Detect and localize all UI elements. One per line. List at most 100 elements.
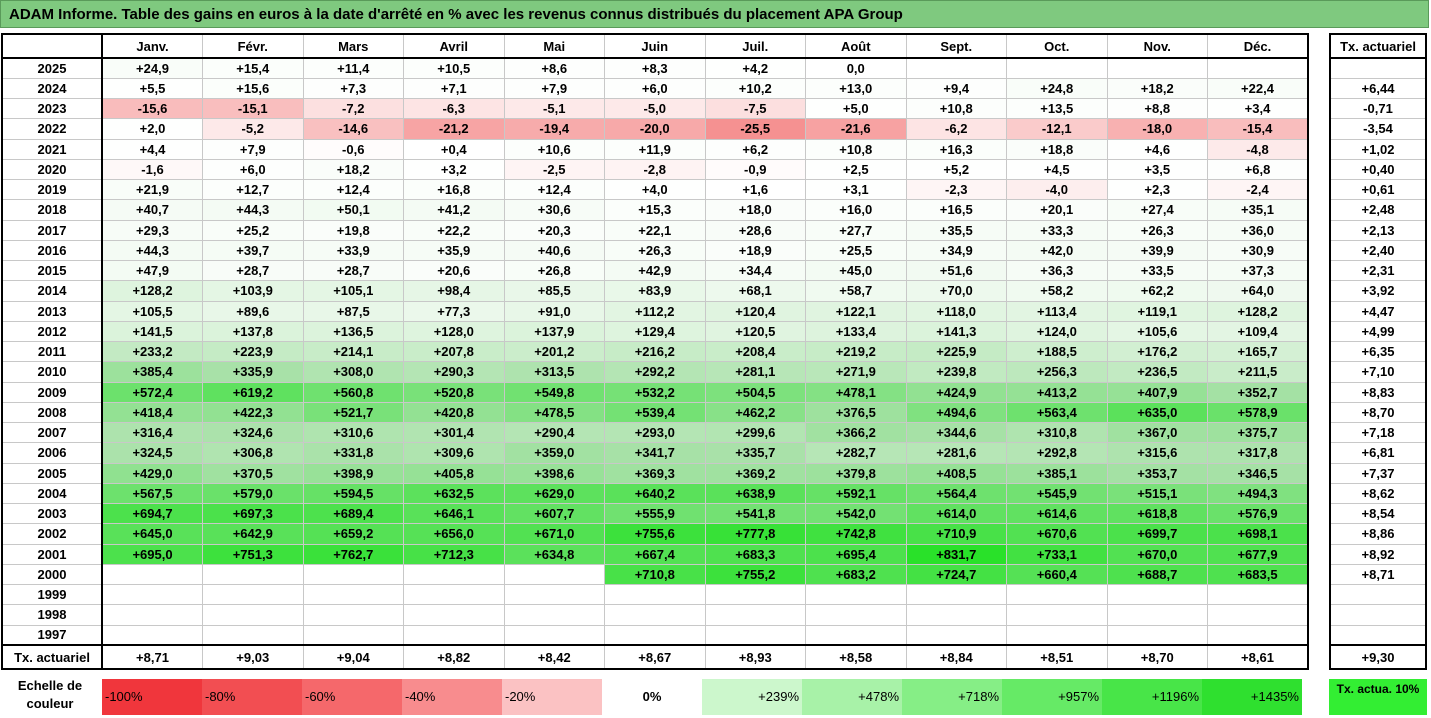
gain-cell (101, 583, 203, 606)
gain-cell: +359,0 (503, 442, 605, 464)
gain-cell: +698,1 (1207, 523, 1309, 545)
gain-cell (202, 563, 304, 586)
gain-cell: +3,4 (1207, 97, 1309, 120)
gain-cell: +614,6 (1006, 502, 1108, 525)
gain-cell: +10,8 (905, 97, 1007, 120)
gain-cell: +18,2 (1106, 77, 1208, 100)
gain-cell: +515,1 (1106, 482, 1208, 505)
gain-cell: +27,4 (1106, 199, 1208, 221)
gain-cell (1006, 57, 1108, 79)
gain-cell: +40,6 (503, 239, 605, 262)
gain-cell: +20,3 (503, 219, 605, 241)
gain-cell: +375,7 (1207, 421, 1309, 444)
gain-cell: +3,1 (805, 178, 907, 201)
color-scale: -100% -80% -60% -40% -20% 0% +239% +478% +718% +9… (102, 679, 1302, 715)
gain-cell: +683,2 (805, 563, 907, 586)
gain-cell: +2,5 (805, 158, 907, 181)
tx-cell: +8,83 (1330, 381, 1426, 403)
gain-cell: +572,4 (101, 381, 203, 403)
gain-cell: +98,4 (403, 280, 505, 302)
gain-cell: +16,8 (403, 178, 505, 201)
gain-cell: +494,6 (905, 401, 1007, 424)
table-row: 2023 -15,6 -15,1 -7,2 -6,3 -5,1 -5,0 -7,5 +5,0 +1… (1, 97, 1309, 120)
gain-cell: +39,9 (1106, 239, 1208, 262)
tx-cell (1330, 583, 1426, 606)
table-row: 2017 +29,3 +25,2 +19,8 +22,2 +20,3 +22,1 +28,6 +… (1, 219, 1309, 241)
gain-cell: +521,7 (302, 401, 404, 424)
year-label: 2024 (1, 77, 103, 100)
table-row: 2022 +2,0 -5,2 -14,6 -21,2 -19,4 -20,0 -25,5 -21… (1, 118, 1309, 140)
gain-cell: +293,0 (604, 421, 706, 444)
gain-cell: -15,4 (1207, 118, 1309, 140)
gain-cell (1207, 583, 1309, 606)
year-label: 2014 (1, 280, 103, 302)
gain-cell: +7,9 (202, 138, 304, 160)
gain-cell: +331,8 (302, 442, 404, 464)
gain-cell: +103,9 (202, 280, 304, 302)
footer-cell: +9,03 (202, 644, 304, 670)
gain-cell: +422,3 (202, 401, 304, 424)
gain-cell: +22,4 (1207, 77, 1309, 100)
gain-cell: +45,0 (805, 259, 907, 282)
gains-table: Janv. Févr. Mars Avril Mai Juin Juil. Août Sept.… (1, 33, 1309, 671)
gain-cell (503, 604, 605, 626)
gain-cell: +30,9 (1207, 239, 1309, 262)
gain-cell (302, 624, 404, 646)
gain-cell: +4,4 (101, 138, 203, 160)
gain-cell: +21,9 (101, 178, 203, 201)
gain-cell: +51,6 (905, 259, 1007, 282)
gain-cell (403, 604, 505, 626)
gain-cell: +10,8 (805, 138, 907, 160)
year-label: 2010 (1, 361, 103, 383)
gain-cell: +133,4 (805, 320, 907, 343)
color-scale-swatch: +718% (902, 679, 1002, 715)
gain-cell: +20,6 (403, 259, 505, 282)
year-label: 2013 (1, 300, 103, 322)
table-row: 2018 +40,7 +44,3 +50,1 +41,2 +30,6 +15,3 +18,0 +… (1, 199, 1309, 221)
gain-cell: +18,2 (302, 158, 404, 181)
gain-cell: +831,7 (905, 543, 1007, 565)
gain-cell: +710,8 (604, 563, 706, 586)
gain-cell: +27,7 (805, 219, 907, 241)
month-header: Juin (604, 33, 706, 59)
gain-cell (805, 604, 907, 626)
color-scale-swatch: +239% (702, 679, 802, 715)
year-label: 2019 (1, 178, 103, 201)
color-scale-swatch: -20% (502, 679, 602, 715)
gain-cell: +301,4 (403, 421, 505, 444)
gain-cell (202, 583, 304, 606)
gain-cell: +315,6 (1106, 442, 1208, 464)
gain-cell: +629,0 (503, 482, 605, 505)
gain-cell: +26,3 (1106, 219, 1208, 241)
footer-cell: +8,82 (403, 644, 505, 670)
gain-cell: +688,7 (1106, 563, 1208, 586)
color-scale-swatch: +1435% (1202, 679, 1302, 715)
tx-cell: +0,40 (1330, 158, 1426, 181)
gain-cell: +367,0 (1106, 421, 1208, 444)
table-row: 2019 +21,9 +12,7 +12,4 +16,8 +12,4 +4,0 +1,6 +3,… (1, 178, 1309, 201)
gain-cell: +659,2 (302, 523, 404, 545)
gain-cell: +13,5 (1006, 97, 1108, 120)
gain-cell (704, 604, 806, 626)
gain-cell (1106, 624, 1208, 646)
gain-cell: -6,2 (905, 118, 1007, 140)
month-header: Déc. (1207, 33, 1309, 59)
tx-cell: +7,10 (1330, 361, 1426, 383)
table-row: 2000 +710,8 +755,2 +683,2 +724,7 +660,4 +688,7… (1, 563, 1309, 586)
gain-cell: -18,0 (1106, 118, 1208, 140)
gain-cell: +614,0 (905, 502, 1007, 525)
gain-cell: +225,9 (905, 340, 1007, 363)
tx-cell: +4,99 (1330, 320, 1426, 343)
tx-cell: -0,71 (1330, 97, 1426, 120)
gain-cell: +137,8 (202, 320, 304, 343)
year-label: 2015 (1, 259, 103, 282)
gain-cell: +670,6 (1006, 523, 1108, 545)
tx-cell: +6,81 (1330, 442, 1426, 464)
gain-cell: +642,9 (202, 523, 304, 545)
gain-cell: +699,7 (1106, 523, 1208, 545)
year-label: 1997 (1, 624, 103, 646)
gain-cell: +129,4 (604, 320, 706, 343)
table-row: 2013 +105,5 +89,6 +87,5 +77,3 +91,0 +112,2 +120… (1, 300, 1309, 322)
gain-cell: +324,5 (101, 442, 203, 464)
year-label: 1999 (1, 583, 103, 606)
